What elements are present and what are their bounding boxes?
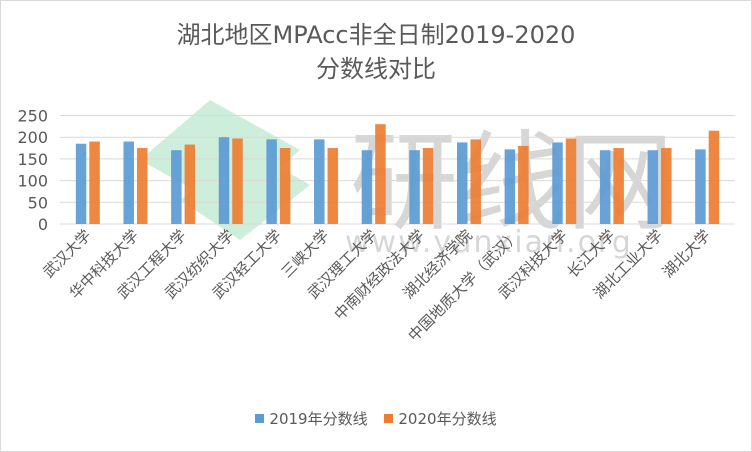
legend-label-2019: 2019年分数线 xyxy=(269,410,368,428)
bar-2020 xyxy=(613,148,624,224)
legend-item-2020: 2020年分数线 xyxy=(384,408,497,429)
chart-title: 湖北地区MPAcc非全日制2019-2020 分数线对比 xyxy=(0,18,752,86)
bar-2019 xyxy=(504,149,516,224)
y-tick-label: 150 xyxy=(17,150,48,169)
legend-swatch-2020 xyxy=(384,414,394,423)
bar-2020 xyxy=(661,148,672,224)
bar-2019 xyxy=(552,142,563,224)
y-tick-label: 100 xyxy=(17,172,48,191)
bar-2019 xyxy=(314,139,325,224)
bar-2019 xyxy=(599,150,611,224)
bar-2020 xyxy=(327,148,339,224)
bar-2020 xyxy=(422,148,434,224)
bar-2019 xyxy=(409,150,420,224)
bar-2019 xyxy=(266,139,277,224)
legend-label-2020: 2020年分数线 xyxy=(398,410,497,428)
bar-2019 xyxy=(171,150,182,224)
bar-2019 xyxy=(75,143,87,224)
bar-2020 xyxy=(89,141,100,224)
watermark-logo-shape xyxy=(180,150,310,240)
bar-2019 xyxy=(456,142,468,224)
bar-2020 xyxy=(518,145,529,224)
bar-2020 xyxy=(375,124,386,224)
bar-2020 xyxy=(565,138,577,224)
legend: 2019年分数线 2020年分数线 xyxy=(0,408,752,429)
bar-2020 xyxy=(470,139,481,224)
bar-2020 xyxy=(232,138,243,224)
title-line-1: 湖北地区MPAcc非全日制2019-2020 xyxy=(176,21,576,49)
bar-2020 xyxy=(136,148,148,224)
title-line-2: 分数线对比 xyxy=(316,55,436,83)
y-tick-label: 50 xyxy=(28,193,48,212)
legend-item-2019: 2019年分数线 xyxy=(255,408,368,429)
y-tick-label: 0 xyxy=(38,215,48,234)
bar-2020 xyxy=(708,130,720,224)
bar-2020 xyxy=(279,148,291,224)
bar-2019 xyxy=(123,141,134,224)
y-tick-label: 200 xyxy=(17,128,48,147)
y-tick-label: 250 xyxy=(17,107,48,126)
bar-2020 xyxy=(184,144,196,224)
bar-2019 xyxy=(647,150,659,224)
bar-2019 xyxy=(361,150,373,224)
bar-2019 xyxy=(218,137,230,224)
watermark-url: www.yanxian.org xyxy=(345,225,633,260)
legend-swatch-2019 xyxy=(255,414,265,423)
bar-2019 xyxy=(695,149,706,224)
